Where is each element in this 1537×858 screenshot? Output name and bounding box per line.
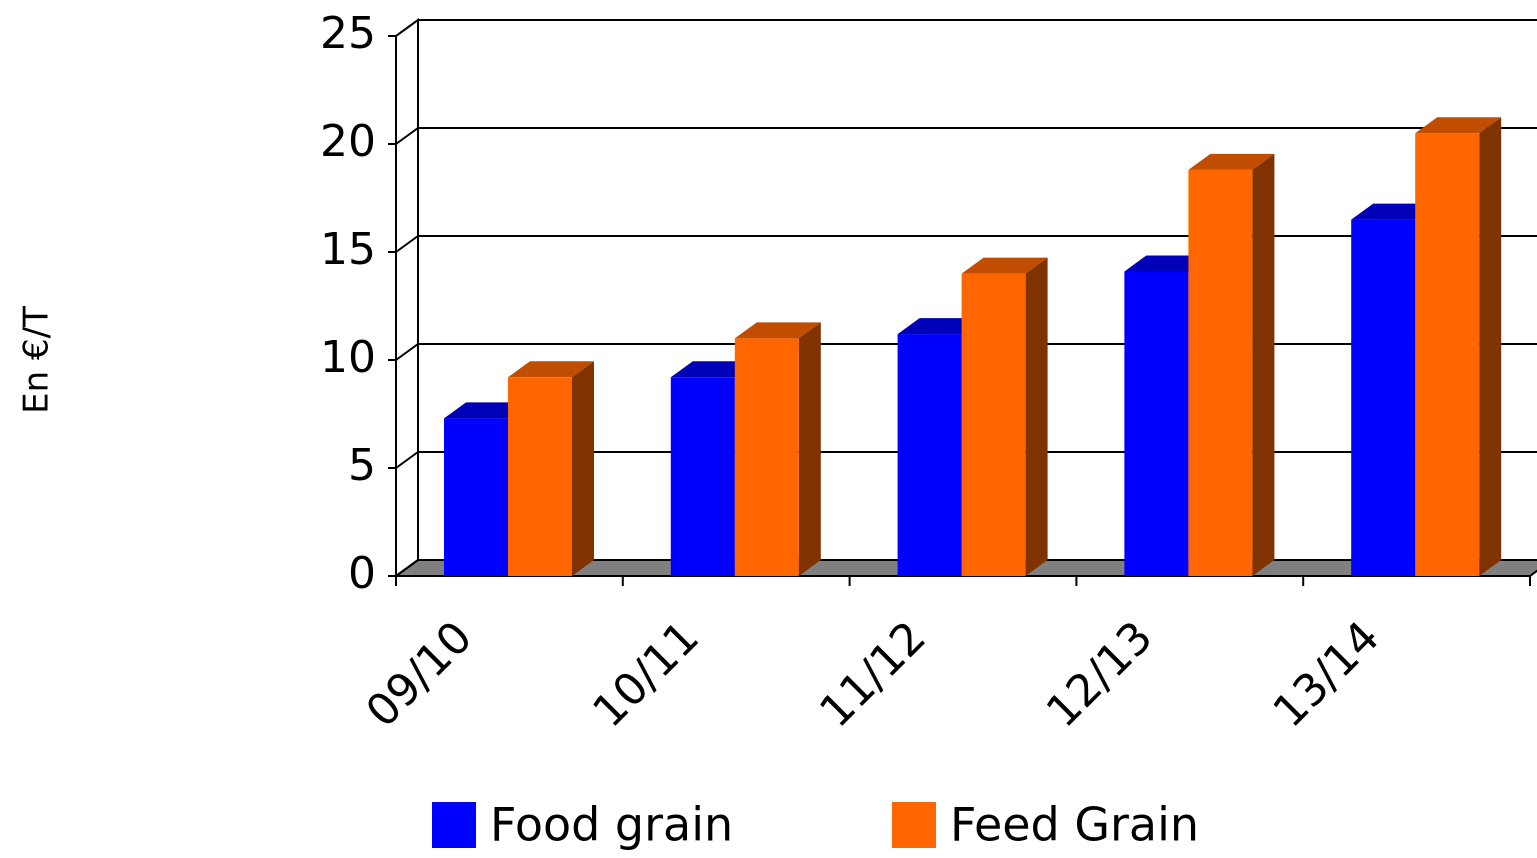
x-tick-label: 11/12 (810, 612, 936, 738)
grid-line (395, 127, 1537, 145)
legend-swatch (892, 802, 936, 848)
bar (508, 361, 594, 576)
grid-line (395, 235, 1537, 253)
bar-side (1025, 257, 1048, 576)
bar (1415, 117, 1502, 576)
bar-front (1415, 133, 1480, 576)
y-axis-label: En €/T (17, 306, 57, 414)
bar (1188, 153, 1275, 577)
y-tick-label: 5 (348, 440, 376, 491)
bar (961, 257, 1048, 576)
bar-front (670, 377, 735, 576)
y-tick-label: 20 (320, 116, 376, 167)
x-tick-label: 12/13 (1037, 612, 1163, 738)
bar-top (508, 361, 594, 378)
x-tick-label: 10/11 (583, 612, 709, 738)
bar-front (508, 377, 572, 576)
bar-side (572, 361, 594, 576)
bar-side (798, 322, 821, 576)
y-tick-label: 25 (320, 8, 376, 59)
bar-front (1124, 271, 1189, 576)
x-tick-label: 09/10 (356, 612, 482, 738)
bar-top (734, 322, 821, 339)
bar-front (897, 334, 962, 576)
y-tick-label: 15 (320, 224, 376, 275)
grid-line (395, 19, 1537, 37)
bar-front (1351, 219, 1416, 576)
bar-top (1415, 117, 1502, 134)
y-tick-label: 0 (348, 548, 376, 599)
bar-side (1252, 153, 1275, 577)
bar-front (444, 418, 508, 576)
bar-front (734, 338, 799, 576)
bar-top (961, 257, 1048, 274)
bar-side (1479, 117, 1502, 576)
bar-top (1188, 153, 1275, 170)
bar-front (961, 273, 1026, 576)
legend-label: Food grain (490, 798, 733, 852)
bar-front (1188, 169, 1253, 577)
bar (734, 322, 821, 576)
legend-swatch (432, 802, 476, 848)
side-wall (395, 18, 419, 578)
x-tick-label: 13/14 (1264, 612, 1390, 738)
legend-label: Feed Grain (950, 798, 1199, 852)
y-tick-label: 10 (320, 332, 376, 383)
